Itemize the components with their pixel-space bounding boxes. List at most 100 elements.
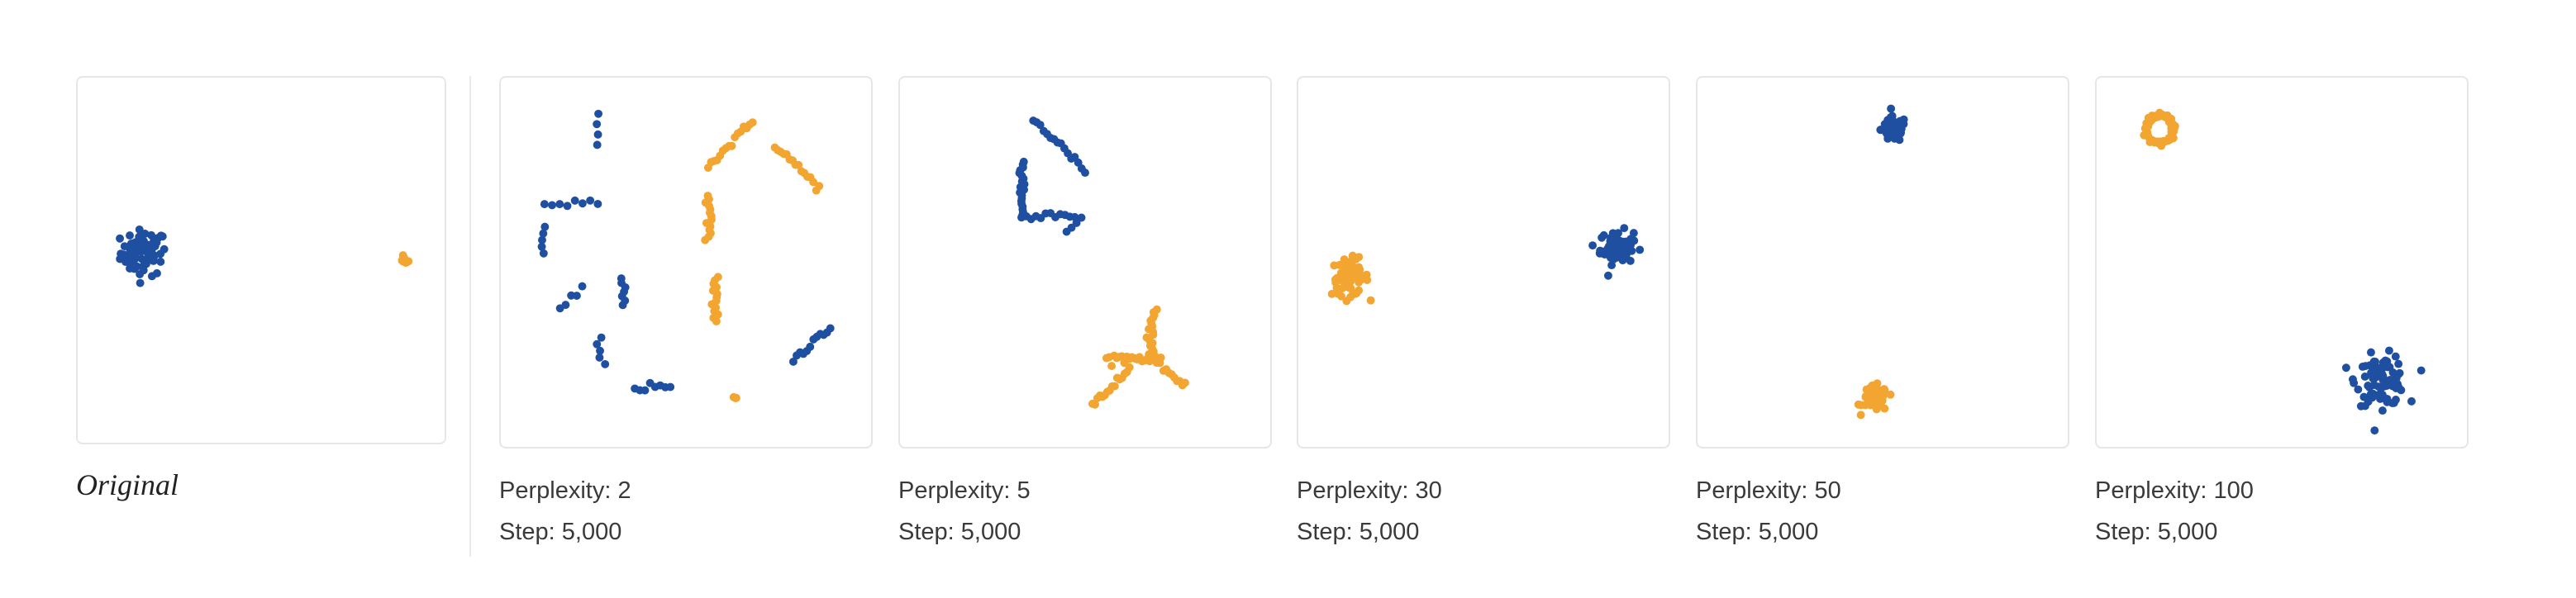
scatter-point-orange (1331, 278, 1340, 287)
scatter-point-blue (2369, 381, 2378, 390)
scatter-point-blue (1081, 168, 1089, 178)
scatter-point-blue (539, 249, 548, 258)
scatter-point-orange (1342, 281, 1351, 290)
scatter-point-blue (2383, 363, 2393, 372)
perplexity-100-step: Step: 5,000 (2095, 519, 2218, 545)
scatter-point-blue (2370, 426, 2379, 435)
perplexity-30-step: Step: 5,000 (1297, 519, 1420, 545)
scatter-point-blue (2367, 390, 2376, 399)
scatter-point-blue (538, 235, 546, 244)
scatter-point-orange (1152, 305, 1161, 314)
scatter-point-blue (1887, 104, 1896, 113)
scatter-point-blue (2394, 382, 2403, 392)
scatter-point-blue (2394, 359, 2403, 368)
scatter-point-blue (126, 231, 134, 240)
perplexity-30-label: Perplexity: 30 (1297, 477, 1442, 504)
scatter-point-orange (748, 118, 757, 127)
scatter-point-blue (593, 120, 602, 129)
scatter-point-orange (1110, 382, 1119, 391)
scatter-point-blue (548, 201, 557, 210)
scatter-point-orange (1856, 411, 1865, 420)
scatter-point-blue (150, 234, 158, 243)
scatter-point-blue (1883, 134, 1893, 143)
scatter-point-blue (2359, 392, 2369, 401)
scatter-point-blue (595, 353, 604, 362)
scatter-point-blue (2388, 399, 2397, 408)
scatter-point-blue (2381, 380, 2390, 389)
scatter-point-blue (2391, 352, 2400, 361)
scatter-point-blue (1895, 135, 1904, 145)
scatter-point-blue (2371, 357, 2379, 366)
scatter-point-blue (537, 242, 546, 251)
panel-divider (469, 76, 471, 557)
scatter-point-blue (2369, 374, 2378, 383)
scatter-point-blue (2378, 406, 2387, 415)
original-label: Original (76, 468, 179, 501)
perplexity-2-label: Perplexity: 2 (499, 477, 631, 504)
scatter-point-blue (572, 292, 581, 300)
scatter-panel-perplexity-100 (2095, 76, 2469, 448)
scatter-plot-original (116, 225, 413, 287)
scatter-point-blue (1636, 245, 1645, 254)
scatter-point-orange (815, 182, 824, 191)
scatter-point-blue (156, 257, 165, 266)
scatter-point-blue (160, 244, 169, 254)
scatter-point-blue (586, 196, 595, 205)
scatter-point-blue (597, 333, 606, 342)
scatter-point-blue (139, 266, 148, 275)
scatter-point-blue (640, 386, 650, 395)
perplexity-50-step: Step: 5,000 (1696, 519, 1819, 545)
scatter-point-blue (1629, 229, 1638, 238)
scatter-point-blue (1620, 224, 1629, 233)
scatter-point-blue (2392, 371, 2401, 380)
scatter-point-orange (729, 392, 738, 401)
scatter-point-blue (1893, 127, 1902, 136)
scatter-point-blue (157, 231, 165, 240)
scatter-point-blue (150, 251, 160, 260)
scatter-point-blue (130, 249, 139, 259)
scatter-point-blue (593, 339, 602, 349)
scatter-point-blue (1596, 246, 1605, 255)
scatter-point-blue (561, 301, 570, 310)
perplexity-50-label: Perplexity: 50 (1696, 477, 1841, 504)
scatter-point-blue (116, 234, 125, 243)
scatter-point-blue (578, 199, 587, 208)
scatter-plot-perplexity-100 (2140, 108, 2426, 435)
scatter-point-blue (539, 229, 548, 238)
scatter-point-blue (593, 140, 602, 150)
scatter-point-orange (1873, 379, 1882, 388)
scatter-plot-perplexity-30 (1327, 224, 1645, 306)
scatter-point-blue (2360, 373, 2369, 381)
scatter-point-blue (2384, 346, 2393, 355)
scatter-point-blue (555, 200, 564, 209)
scatter-point-blue (540, 222, 550, 231)
scatter-point-blue (1077, 213, 1086, 222)
scatter-panel-original (76, 76, 446, 444)
scatter-point-orange (794, 160, 803, 169)
scatter-point-blue (2388, 382, 2397, 391)
scatter-point-blue (826, 324, 835, 333)
perplexity-5-label: Perplexity: 5 (898, 477, 1031, 504)
scatter-point-blue (2378, 372, 2388, 381)
scatter-point-orange (1107, 362, 1117, 371)
scatter-panel-perplexity-2 (499, 76, 873, 448)
scatter-point-blue (2376, 389, 2385, 398)
scatter-point-blue (136, 278, 145, 287)
scatter-point-blue (788, 357, 798, 366)
scatter-point-blue (1612, 254, 1621, 263)
scatter-point-blue (130, 255, 139, 264)
scatter-point-orange (1886, 390, 1895, 399)
scatter-point-blue (135, 225, 144, 234)
scatter-point-blue (121, 258, 131, 267)
scatter-point-blue (1626, 256, 1635, 265)
scatter-point-blue (1072, 218, 1081, 227)
scatter-panel-perplexity-30 (1297, 76, 1670, 448)
scatter-point-blue (120, 242, 129, 251)
scatter-point-blue (131, 240, 140, 249)
scatter-point-blue (1603, 271, 1612, 280)
scatter-point-orange (1350, 289, 1359, 298)
scatter-point-orange (404, 257, 413, 266)
scatter-point-blue (593, 199, 602, 208)
scatter-point-blue (142, 245, 151, 254)
scatter-point-blue (1614, 246, 1623, 255)
